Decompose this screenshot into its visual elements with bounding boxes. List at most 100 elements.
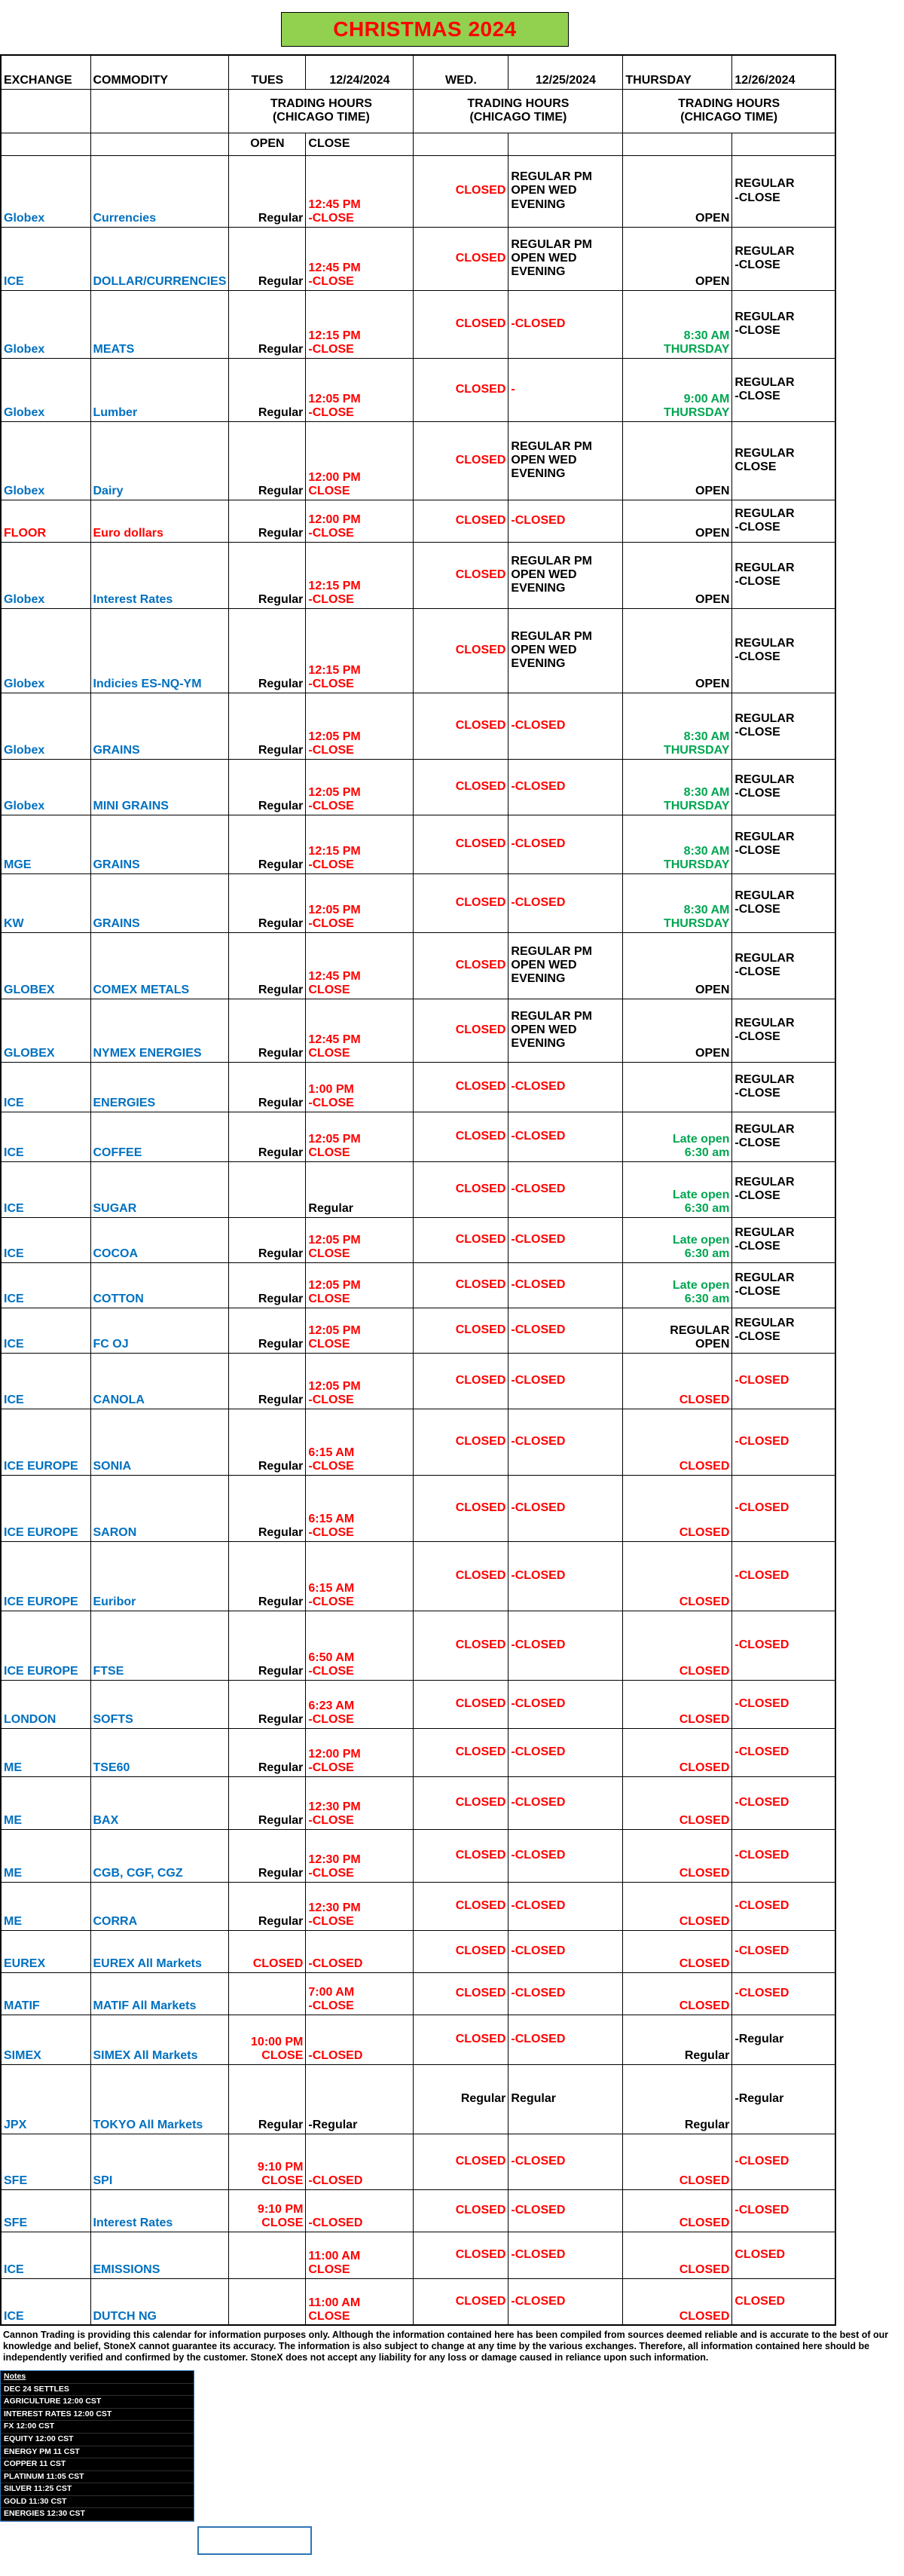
table-row: ICE ENERGIES Regular 1:00 PM -CLOSE CLOSED -C…	[0, 1061, 836, 1112]
cell-1224-close: 1:00 PM -CLOSE	[305, 1061, 414, 1112]
table-row: MGE GRAINS Regular 12:15 PM -CLOSE CLOSED -CL…	[0, 814, 836, 874]
col-header-thursday: THURSDAY	[622, 54, 733, 90]
cell-exchange: Globex	[0, 289, 91, 359]
cell-1225: -CLOSED	[508, 1474, 624, 1542]
cell-1225: -CLOSED	[508, 289, 624, 359]
cell-commodity: Currencies	[90, 154, 230, 228]
cell-tues-open: 9:10 PM CLOSE	[228, 2189, 307, 2232]
cell-wed: CLOSED	[413, 607, 509, 693]
cell-thursday: 8:30 AM THURSDAY	[622, 814, 733, 874]
cell-commodity: SOFTS	[90, 1679, 230, 1729]
cell-1224-close: 12:15 PM -CLOSE	[305, 814, 414, 874]
cell-1224-close: 12:15 PM -CLOSE	[305, 289, 414, 359]
cell-exchange: GLOBEX	[0, 932, 91, 999]
cell-1225: -CLOSED	[508, 814, 624, 874]
cell-tues-open: Regular	[228, 873, 307, 933]
cell-wed: CLOSED	[413, 1474, 509, 1542]
cell-1224-close: 12:05 PM CLOSE	[305, 1307, 414, 1354]
empty-cell	[508, 132, 624, 156]
cell-tues-open: Regular	[228, 2064, 307, 2134]
cell-1224-close: 12:30 PM -CLOSE	[305, 1881, 414, 1931]
note-row: FX 12:00 CST	[1, 2421, 194, 2434]
cell-tues-open: Regular	[228, 1474, 307, 1542]
table-row: ICE COTTON Regular 12:05 PM CLOSE CLOSED -CLO…	[0, 1262, 836, 1308]
cell-thursday: CLOSED	[622, 1408, 733, 1476]
cell-1226: -Regular	[731, 2014, 836, 2065]
note-row: INTEREST RATES 12:00 CST	[1, 2408, 194, 2422]
note-row: ENERGIES 12:30 CST	[1, 2508, 194, 2521]
table-row: ICE FC OJ Regular 12:05 PM CLOSE CLOSED -CLOS…	[0, 1307, 836, 1354]
cell-1225: -CLOSED	[508, 1929, 624, 1973]
cell-wed: Regular	[413, 2064, 509, 2134]
col-header-tues: TUES	[228, 54, 307, 90]
cell-thursday: OPEN	[622, 421, 733, 500]
cell-1225: -CLOSED	[508, 2014, 624, 2065]
cell-wed: CLOSED	[413, 873, 509, 933]
cell-1224-close: 12:15 PM -CLOSE	[305, 541, 414, 609]
cell-1226: REGULAR -CLOSE	[731, 1161, 836, 1218]
calendar-title: CHRISTMAS 2024	[281, 12, 569, 47]
cell-tues-open: Regular	[228, 1352, 307, 1409]
cell-exchange: Globex	[0, 758, 91, 815]
cell-1224-close: 7:00 AM -CLOSE	[305, 1972, 414, 2015]
cell-1225: -CLOSED	[508, 2189, 624, 2232]
cell-thursday: Late open 6:30 am	[622, 1161, 733, 1218]
column-header-row: EXCHANGE COMMODITY TUES 12/24/2024 WED. …	[0, 54, 836, 90]
cell-exchange: Globex	[0, 357, 91, 422]
cell-wed: CLOSED	[413, 1972, 509, 2015]
cell-tues-open	[228, 1161, 307, 1218]
table-row: JPX TOKYO All Markets Regular -Regular Regul…	[0, 2064, 836, 2134]
cell-wed: CLOSED	[413, 1061, 509, 1112]
trading-calendar-sheet: CHRISTMAS 2024 EXCHANGE COMMODITY TUES 1…	[0, 12, 904, 2555]
cell-wed: CLOSED	[413, 932, 509, 999]
cell-1225: -CLOSED	[508, 1828, 624, 1883]
cell-1224-close: -CLOSED	[305, 2133, 414, 2190]
cell-exchange: KW	[0, 873, 91, 933]
cell-exchange: ICE	[0, 1262, 91, 1308]
cell-1226: -Regular	[731, 2064, 836, 2134]
cell-1224-close: 12:00 PM -CLOSE	[305, 499, 414, 543]
table-row: FLOOR Euro dollars Regular 12:00 PM -CLOSE C…	[0, 499, 836, 543]
cell-1224-close: 12:30 PM -CLOSE	[305, 1828, 414, 1883]
trading-table-body: Globex Currencies Regular 12:45 PM -CLOSE CL…	[0, 154, 836, 2326]
cell-wed: CLOSED	[413, 421, 509, 500]
cell-commodity: SIMEX All Markets	[90, 2014, 230, 2065]
cell-1226: -CLOSED	[731, 1474, 836, 1542]
table-row: ICE CANOLA Regular 12:05 PM -CLOSE CLOSED -CL…	[0, 1352, 836, 1409]
cell-1224-close: 6:15 AM -CLOSE	[305, 1474, 414, 1542]
cell-exchange: LONDON	[0, 1679, 91, 1729]
cell-exchange: ICE EUROPE	[0, 1474, 91, 1542]
cell-thursday: OPEN	[622, 541, 733, 609]
cell-1225: REGULAR PM OPEN WED EVENING	[508, 998, 624, 1063]
cell-tues-open: Regular	[228, 1828, 307, 1883]
cell-exchange: ICE	[0, 1352, 91, 1409]
cell-commodity: COTTON	[90, 1262, 230, 1308]
cell-wed: CLOSED	[413, 998, 509, 1063]
table-row: ICE COCOA Regular 12:05 PM CLOSE CLOSED -CLOS…	[0, 1216, 836, 1263]
cell-wed: CLOSED	[413, 1776, 509, 1830]
cell-thursday: CLOSED	[622, 2133, 733, 2190]
cell-1224-close: 12:00 PM -CLOSE	[305, 1727, 414, 1777]
cell-tues-open: Regular	[228, 692, 307, 760]
cell-tues-open: Regular	[228, 289, 307, 359]
cell-wed: CLOSED	[413, 758, 509, 815]
cell-1226: REGULAR -CLOSE	[731, 1307, 836, 1354]
table-row: MATIF MATIF All Markets 7:00 AM -CLOSE CLOS…	[0, 1972, 836, 2015]
cell-wed: CLOSED	[413, 1610, 509, 1681]
cell-tues-open: Regular	[228, 1881, 307, 1931]
cell-wed: CLOSED	[413, 1111, 509, 1162]
cell-tues-open: Regular	[228, 1061, 307, 1112]
table-row: ICE DOLLAR/CURRENCIES Regular 12:45 PM -CLO…	[0, 226, 836, 291]
cell-commodity: COMEX METALS	[90, 932, 230, 999]
cell-exchange: Globex	[0, 607, 91, 693]
table-row: Globex Dairy Regular 12:00 PM CLOSE CLOSED RE…	[0, 421, 836, 500]
cell-1224-close: 12:45 PM -CLOSE	[305, 154, 414, 228]
cell-1225: -CLOSED	[508, 1776, 624, 1830]
table-row: Globex Currencies Regular 12:45 PM -CLOSE CL…	[0, 154, 836, 228]
cell-1225: -	[508, 357, 624, 422]
cell-thursday: CLOSED	[622, 2231, 733, 2279]
cell-commodity: Interest Rates	[90, 2189, 230, 2232]
trading-hours-label-thurs: TRADING HOURS (CHICAGO TIME)	[622, 88, 836, 133]
cell-thursday: OPEN	[622, 607, 733, 693]
cell-1224-close: 11:00 AM CLOSE	[305, 2278, 414, 2326]
